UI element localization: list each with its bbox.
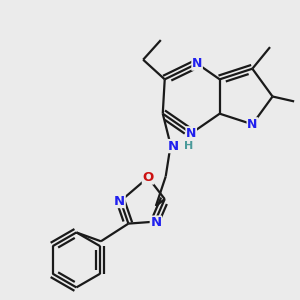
Text: N: N (247, 118, 257, 131)
Text: N: N (168, 140, 179, 153)
Text: N: N (114, 194, 125, 208)
Text: N: N (186, 127, 196, 140)
Text: H: H (184, 141, 193, 151)
Text: O: O (142, 171, 154, 184)
Text: N: N (150, 216, 161, 229)
Text: N: N (192, 57, 202, 70)
